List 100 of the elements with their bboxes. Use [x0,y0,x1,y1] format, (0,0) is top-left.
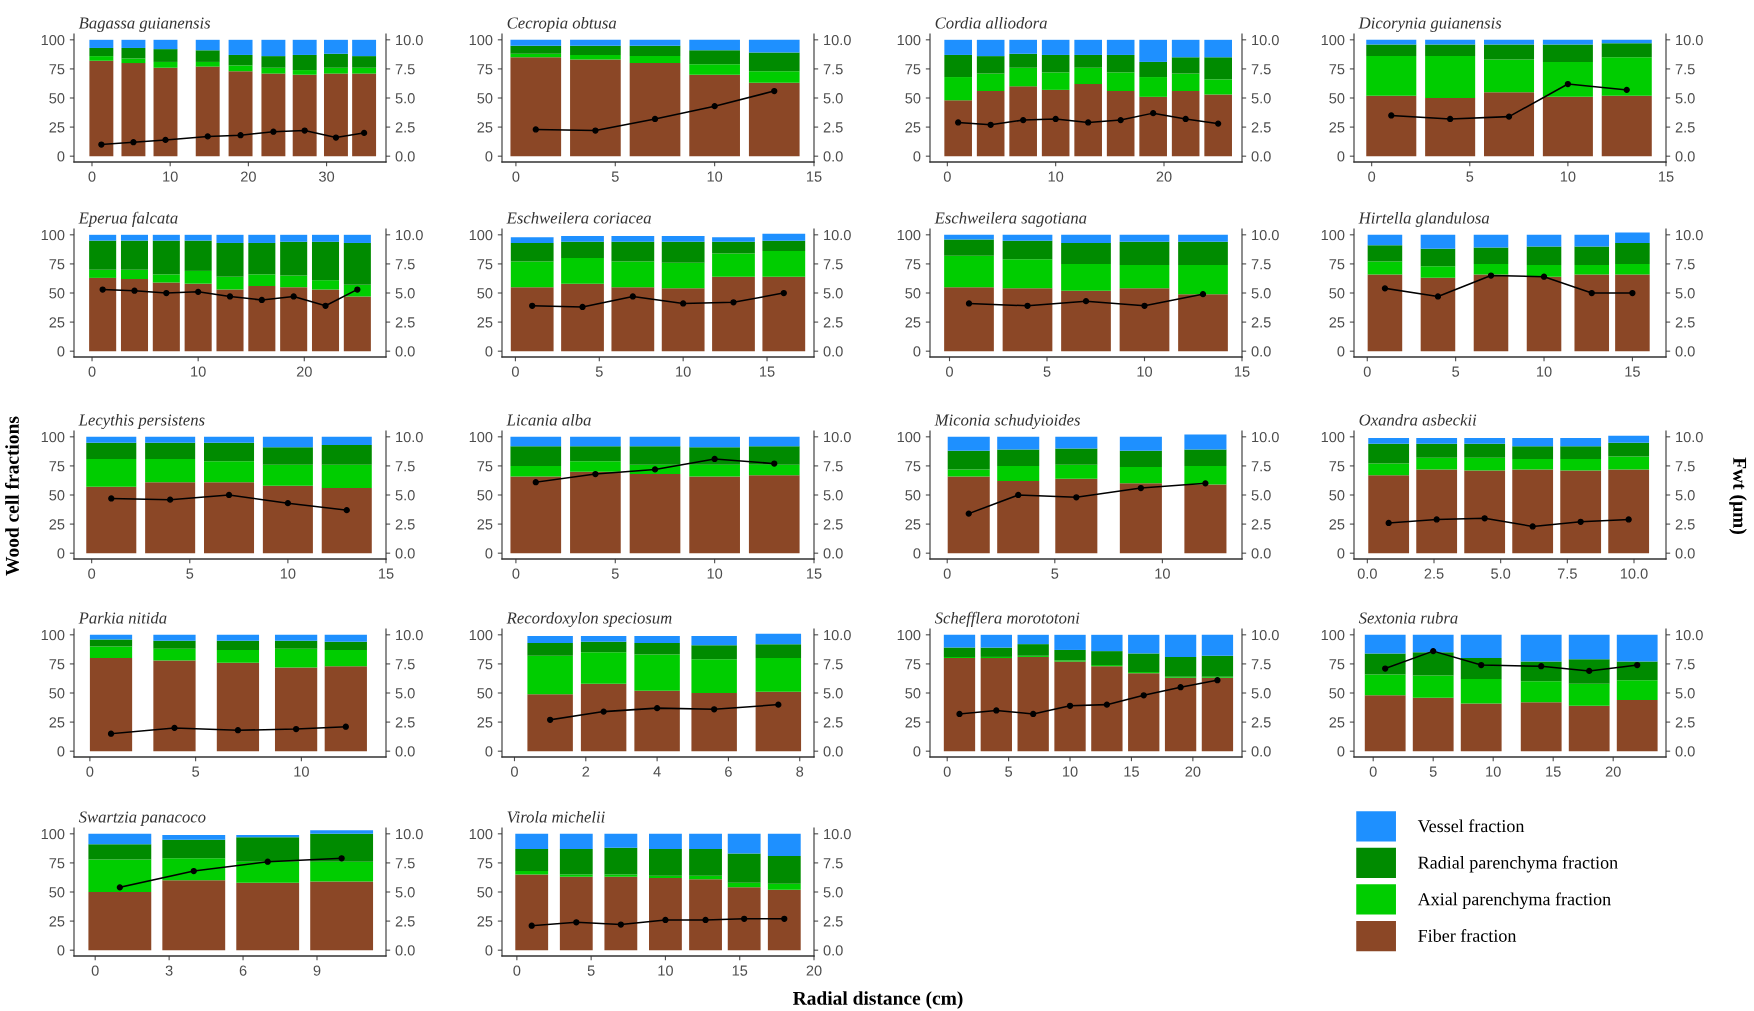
bar [248,274,276,287]
bar [311,280,340,290]
point [1052,115,1059,123]
bar [510,242,554,262]
bar [204,442,255,462]
bar [527,655,573,695]
bar [515,833,549,849]
y-tick-label: 50 [477,93,493,104]
bar [248,234,276,243]
bar [943,647,976,657]
y2-tick-label: 7.5 [1251,64,1271,75]
bar [1364,674,1406,696]
y-tick-label: 50 [477,288,493,299]
bar [1460,679,1502,704]
point [234,727,242,734]
bar [1009,39,1037,54]
bar [570,45,621,55]
x-tick-label: 9 [313,965,321,976]
bar [1119,241,1170,266]
y2-tick-label: 10.0 [396,229,423,241]
bar [324,649,367,667]
bar [661,288,705,352]
y2-tick-label: 0.0 [395,945,415,956]
y-tick-label: 100 [41,229,65,241]
bar [1171,91,1200,157]
bar [321,488,372,554]
bar [515,871,549,875]
point [1540,273,1548,280]
bar [261,56,286,68]
point [1434,293,1442,300]
x-tick-label: 7.5 [1557,568,1577,579]
y2-tick-label: 5.0 [395,490,415,501]
chart-title: Oxandra asbeckii [1359,413,1477,426]
bar [162,834,226,840]
point [1182,115,1189,123]
point [1141,302,1148,309]
bar [1425,98,1476,157]
point [1577,518,1584,525]
y2-tick-label: 5.0 [1675,288,1695,299]
x-tick-label: 10 [1048,171,1064,182]
bar [89,646,133,659]
point [1505,113,1513,120]
bar [153,61,178,68]
bar [120,279,149,352]
bar [1061,234,1111,243]
point [775,701,782,708]
bar [1171,73,1200,92]
point [1015,491,1022,499]
y2-tick-label: 5.0 [395,688,415,699]
bar [1420,266,1456,278]
point [1066,702,1074,709]
bar [767,883,801,890]
point [225,491,233,499]
bar [570,59,621,157]
bar [611,241,655,262]
x-tick-label: 0 [91,965,99,976]
bar [943,658,976,752]
x-tick-label: 5 [192,766,200,777]
point [1117,116,1124,124]
bar [1204,79,1232,95]
bar [1119,467,1162,484]
bar [86,436,137,443]
y-tick-label: 50 [905,490,921,501]
bar [510,261,554,288]
y-tick-label: 0 [57,151,65,162]
bar [1412,697,1454,752]
chart-title: Bagassa guianensis [78,17,211,32]
bar [1204,57,1232,80]
bar [1204,94,1232,157]
bar [1074,39,1102,55]
bar [280,287,308,352]
point [1073,494,1080,501]
bar [944,77,972,101]
bar [1568,705,1610,752]
x-tick-label: 4 [653,766,661,777]
y-tick-label: 100 [41,629,65,641]
bar [310,830,374,834]
bar [162,839,226,859]
x-tick-label: 20 [806,965,822,976]
bar [649,848,682,876]
bar [649,833,682,849]
y-tick-label: 75 [1329,259,1345,270]
bar [762,240,806,252]
y2-tick-label: 7.5 [1251,659,1271,670]
bar [1425,44,1476,57]
y-tick-label: 25 [905,717,921,728]
bar [712,253,755,277]
point [116,884,123,891]
y2-tick-label: 5.0 [823,688,843,699]
bar [86,442,137,459]
bar [89,639,133,647]
bar [204,436,255,443]
point [1586,667,1593,675]
bar [1139,61,1167,78]
bar [944,239,994,256]
bar [767,889,801,951]
point [702,916,709,924]
point [1447,115,1454,123]
bar [89,269,117,278]
y-tick-label: 100 [469,828,493,840]
